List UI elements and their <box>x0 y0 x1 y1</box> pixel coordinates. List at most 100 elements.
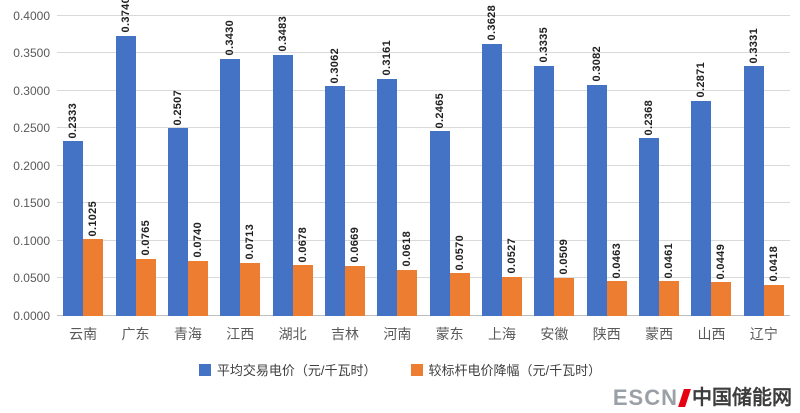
x-axis-label: 青海 <box>162 324 214 344</box>
x-axis: 云南广东青海江西湖北吉林河南蒙东上海安徽陕西蒙西山西辽宁 <box>57 324 790 344</box>
price-reduction-bar <box>136 259 156 316</box>
legend: 平均交易电价（元/千瓦时） 较标杆电价降幅（元/千瓦时） <box>0 360 800 379</box>
x-axis-label: 云南 <box>57 324 109 344</box>
bar-column: 0.0765 <box>136 220 156 316</box>
bar-value-label: 0.3335 <box>538 27 550 62</box>
bar-column: 0.2333 <box>63 103 83 316</box>
legend-swatch-orange <box>411 364 423 376</box>
escn-watermark-logo: ESCN 中国储能网 <box>613 387 792 409</box>
bar-column: 0.0509 <box>554 239 574 316</box>
bar-column: 0.3430 <box>220 20 240 316</box>
price-reduction-bar <box>659 281 679 316</box>
bar-value-label: 0.0678 <box>297 227 309 262</box>
avg-trade-price-bar <box>744 66 764 316</box>
avg-trade-price-bar <box>377 79 397 316</box>
x-axis-label: 山西 <box>685 324 737 344</box>
bar-group: 0.3430 0.0713 <box>214 20 266 316</box>
y-axis-tick-label: 0.2000 <box>0 159 50 173</box>
bar-value-label: 0.3483 <box>277 16 289 51</box>
bar-value-label: 0.0765 <box>140 220 152 255</box>
bar-value-label: 0.0618 <box>401 231 413 266</box>
bar-group: 0.30620.0669 <box>319 48 371 316</box>
legend-label-avg-price: 平均交易电价（元/千瓦时） <box>217 360 377 379</box>
bar-column: 0.0463 <box>607 243 627 316</box>
price-reduction-bar <box>502 277 522 317</box>
x-axis-label: 陕西 <box>581 324 633 344</box>
bar-group: 0.3335 0.0509 <box>528 27 580 316</box>
legend-swatch-blue <box>199 364 211 376</box>
bar-value-label: 0.2368 <box>643 100 655 135</box>
bar-column: 0.0527 <box>502 238 522 316</box>
bar-column: 0.3483 <box>273 16 293 316</box>
bar-value-label: 0.0570 <box>454 235 466 270</box>
avg-trade-price-bar <box>116 36 136 317</box>
bar-chart: 0.2333 0.1025 0.3740 0.0765 0.2507 0.0740 0.34… <box>0 0 800 413</box>
avg-trade-price-bar <box>639 138 659 316</box>
price-reduction-bar <box>397 270 417 316</box>
x-axis-label: 江西 <box>214 324 266 344</box>
bar-column: 0.0418 <box>764 246 784 316</box>
bar-group: 0.3740 0.0765 <box>109 0 161 316</box>
avg-trade-price-bar <box>691 101 711 316</box>
bar-group: 0.2465 0.0570 <box>424 93 476 316</box>
bar-group: 0.2871 0.0449 <box>685 62 737 316</box>
bar-value-label: 0.2507 <box>172 90 184 125</box>
avg-trade-price-bar <box>273 55 293 316</box>
bar-column: 0.2507 <box>168 90 188 316</box>
bar-column: 0.3062 <box>325 48 345 316</box>
x-axis-label: 上海 <box>476 324 528 344</box>
y-axis-tick-label: 0.3000 <box>0 84 50 98</box>
bar-value-label: 0.3740 <box>120 0 132 33</box>
bar-group: 0.3161 0.0618 <box>371 40 423 316</box>
bar-value-label: 0.2871 <box>695 62 707 97</box>
y-axis-tick-label: 0.1500 <box>0 196 50 210</box>
bar-column: 0.0740 <box>188 222 208 316</box>
avg-trade-price-bar <box>534 66 554 316</box>
bar-value-label: 0.0418 <box>768 246 780 281</box>
avg-trade-price-bar <box>220 59 240 316</box>
bar-column: 0.2871 <box>691 62 711 316</box>
price-reduction-bar <box>607 281 627 316</box>
bar-column: 0.2368 <box>639 100 659 316</box>
price-reduction-bar <box>764 285 784 316</box>
price-reduction-bar <box>345 266 365 316</box>
x-axis-label: 广东 <box>109 324 161 344</box>
y-axis-tick-label: 0.3500 <box>0 46 50 60</box>
bar-value-label: 0.0713 <box>244 224 256 259</box>
bar-value-label: 0.2465 <box>434 93 446 128</box>
x-axis-label: 蒙西 <box>633 324 685 344</box>
legend-item-reduction: 较标杆电价降幅（元/千瓦时） <box>411 360 602 379</box>
bar-column: 0.0713 <box>240 224 260 316</box>
bar-group: 0.2333 0.1025 <box>57 103 109 316</box>
bar-column: 0.3161 <box>377 40 397 316</box>
bar-value-label: 0.0740 <box>192 222 204 257</box>
bar-group: 0.3331 0.0418 <box>738 28 790 316</box>
bar-value-label: 0.0461 <box>663 243 675 278</box>
avg-trade-price-bar <box>482 44 502 316</box>
y-axis-tick-label: 0.4000 <box>0 9 50 23</box>
bar-column: 0.0618 <box>397 231 417 316</box>
price-reduction-bar <box>240 263 260 317</box>
plot-area: 0.23330.10250.37400.07650.25070.07400.34… <box>57 16 790 316</box>
bar-column: 0.1025 <box>83 201 103 316</box>
bar-group: 0.2507 0.0740 <box>162 90 214 316</box>
price-reduction-bar <box>83 239 103 316</box>
bar-column: 0.0669 <box>345 227 365 316</box>
bar-column: 0.3331 <box>744 28 764 316</box>
bar-column: 0.0570 <box>450 235 470 316</box>
price-reduction-bar <box>711 282 731 316</box>
price-reduction-bar <box>293 265 313 316</box>
y-axis-tick-label: 0.1000 <box>0 234 50 248</box>
bar-group: 0.3483 0.0678 <box>266 16 318 316</box>
legend-label-reduction: 较标杆电价降幅（元/千瓦时） <box>429 360 602 379</box>
bar-value-label: 0.3331 <box>748 28 760 63</box>
bar-column: 0.3628 <box>482 5 502 316</box>
bar-value-label: 0.2333 <box>67 103 79 138</box>
bar-value-label: 0.3161 <box>381 40 393 75</box>
avg-trade-price-bar <box>325 86 345 316</box>
bar-column: 0.0449 <box>711 244 731 316</box>
avg-trade-price-bar <box>63 141 83 316</box>
bar-value-label: 0.1025 <box>87 201 99 236</box>
x-axis-label: 安徽 <box>528 324 580 344</box>
bar-group: 0.30820.0463 <box>581 46 633 316</box>
